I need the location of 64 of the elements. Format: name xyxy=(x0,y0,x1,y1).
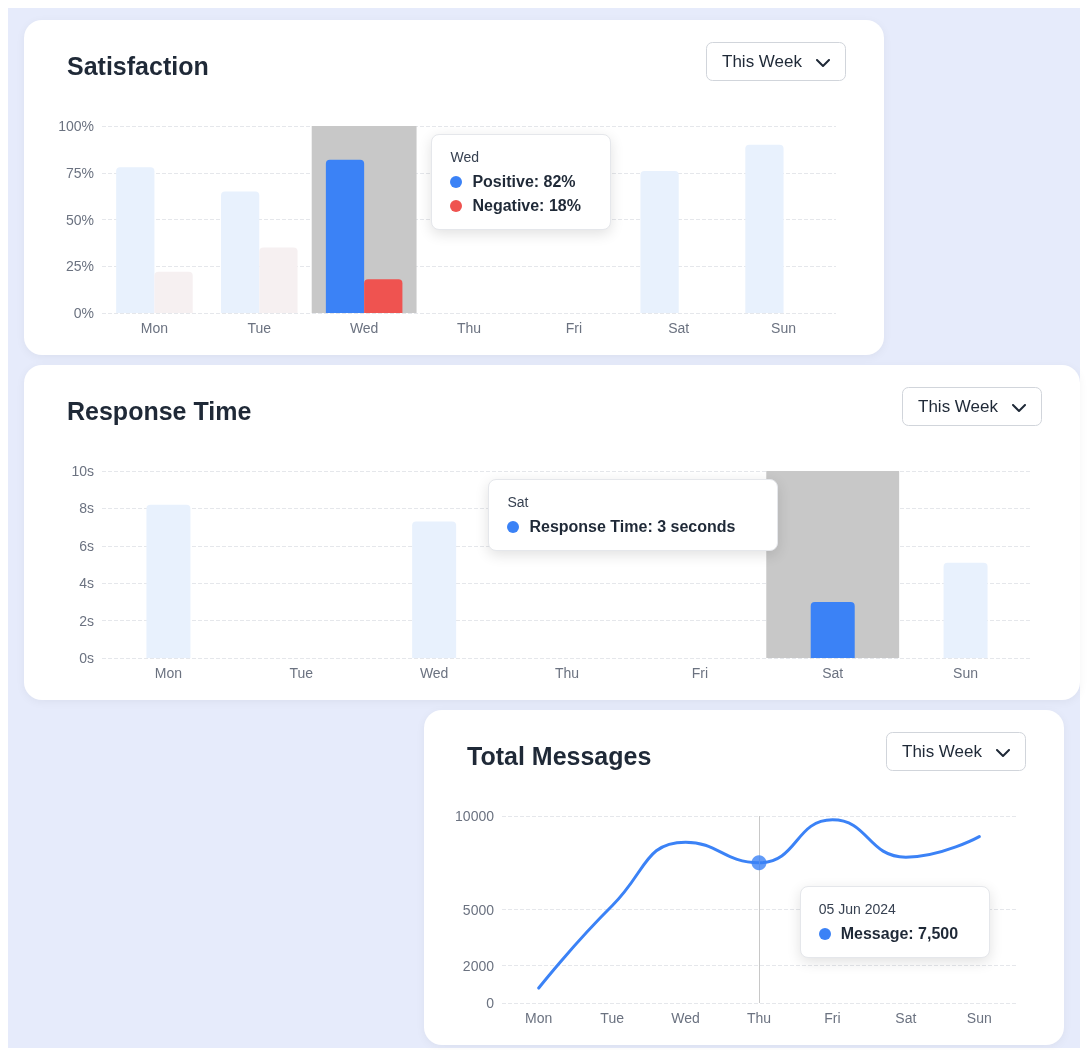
bar xyxy=(221,191,260,313)
chart-subtitle: This Week xyxy=(722,52,803,71)
x-tick-label: Mon xyxy=(525,1010,553,1026)
bar xyxy=(745,144,784,313)
y-tick-label: 0s xyxy=(79,650,94,666)
y-tick-label: 100% xyxy=(58,118,94,134)
tooltip-card: Wed Positive: 82% Negative: 18% xyxy=(431,134,612,230)
bar xyxy=(146,504,191,658)
x-tick-label: Sun xyxy=(953,665,979,681)
x-tick-label: Thu xyxy=(456,320,482,336)
annotation: Wed xyxy=(450,149,480,165)
y-tick-label: 50% xyxy=(65,211,94,228)
y-tick-label: 0% xyxy=(73,305,94,321)
x-tick-label: Sun xyxy=(771,320,797,336)
y-tick-label: 0 xyxy=(486,995,495,1011)
x-tick-label: Sat xyxy=(895,1010,917,1026)
bar xyxy=(154,271,193,313)
annotation: Message: 7,500 xyxy=(840,925,959,943)
annotation: 05 Jun 2024 xyxy=(818,901,897,917)
x-tick-label: Fri xyxy=(824,1010,841,1026)
y-tick-label: 10s xyxy=(71,463,94,479)
x-tick-label: Tue xyxy=(289,665,314,681)
x-tick-label: Tue xyxy=(247,320,272,336)
x-tick-label: Wed xyxy=(349,320,379,336)
x-tick-label: Sat xyxy=(822,665,844,681)
bar xyxy=(116,167,155,313)
x-tick-label: Thu xyxy=(746,1010,772,1026)
chart-title: Satisfaction xyxy=(67,51,209,80)
line-series xyxy=(537,818,981,990)
annotation: Sat xyxy=(507,494,530,510)
chart-title: Total Messages xyxy=(467,741,652,770)
x-tick-label: Wed xyxy=(419,665,449,681)
chart-subtitle: This Week xyxy=(902,742,983,761)
bar xyxy=(810,601,855,658)
bar xyxy=(943,562,988,658)
x-tick-label: Mon xyxy=(140,320,169,336)
y-tick-label: 2000 xyxy=(462,957,495,974)
x-tick-label: Wed xyxy=(671,1010,700,1026)
x-tick-label: Thu xyxy=(554,665,580,681)
chart-title: Response Time xyxy=(67,396,252,425)
x-tick-label: Sun xyxy=(966,1010,992,1026)
x-tick-label: Fri xyxy=(691,665,709,681)
y-tick-label: 25% xyxy=(65,258,94,275)
bar xyxy=(412,521,457,658)
annotation: Positive: 82% xyxy=(472,173,576,191)
chart-subtitle: This Week xyxy=(918,397,999,416)
x-tick-label: Sat xyxy=(668,320,690,336)
bar xyxy=(640,170,679,313)
x-tick-label: Tue xyxy=(600,1010,625,1026)
annotation: Negative: 18% xyxy=(472,197,581,215)
x-tick-label: Mon xyxy=(154,665,183,681)
bar xyxy=(364,279,403,313)
bar xyxy=(259,247,298,313)
tooltip-card: 05 Jun 2024 Message: 7,500 xyxy=(799,886,990,958)
y-tick-label: 8s xyxy=(79,500,94,517)
y-tick-label: 10000 xyxy=(455,808,495,824)
tooltip-card: Sat Response Time: 3 seconds xyxy=(488,479,779,551)
annotation: Response Time: 3 seconds xyxy=(529,518,736,536)
y-tick-label: 5000 xyxy=(462,901,495,918)
x-tick-label: Fri xyxy=(565,320,583,336)
y-tick-label: 2s xyxy=(79,612,94,629)
y-tick-label: 4s xyxy=(79,575,94,592)
y-tick-label: 6s xyxy=(79,537,94,554)
y-tick-label: 75% xyxy=(65,164,94,181)
